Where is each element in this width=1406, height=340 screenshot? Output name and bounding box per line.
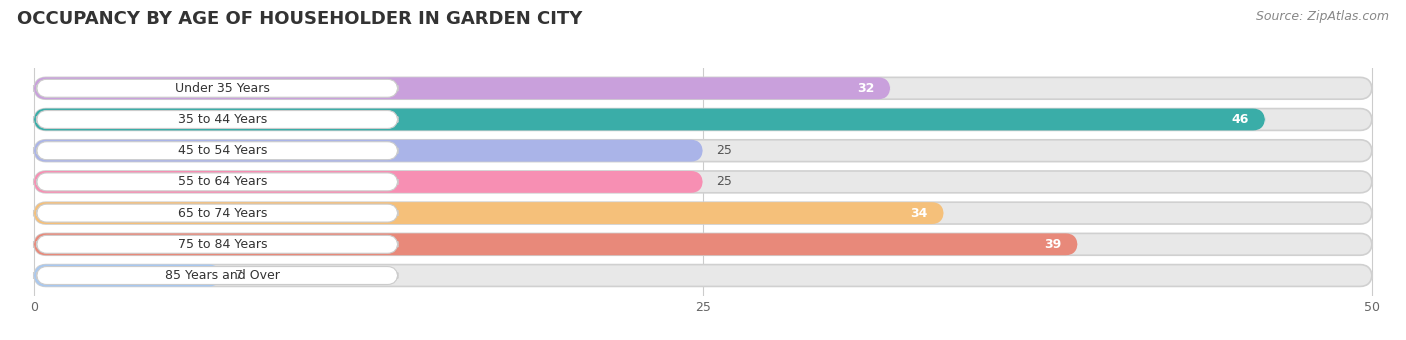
Text: 46: 46 xyxy=(1232,113,1249,126)
FancyBboxPatch shape xyxy=(34,140,1372,161)
FancyBboxPatch shape xyxy=(34,108,1265,131)
FancyBboxPatch shape xyxy=(34,140,703,161)
Text: 7: 7 xyxy=(235,269,243,282)
FancyBboxPatch shape xyxy=(37,235,398,253)
FancyBboxPatch shape xyxy=(34,202,1372,224)
FancyBboxPatch shape xyxy=(34,233,1372,255)
FancyBboxPatch shape xyxy=(34,265,221,286)
FancyBboxPatch shape xyxy=(34,265,1372,286)
Text: Source: ZipAtlas.com: Source: ZipAtlas.com xyxy=(1256,10,1389,23)
FancyBboxPatch shape xyxy=(37,204,398,222)
FancyBboxPatch shape xyxy=(34,202,943,224)
Text: 39: 39 xyxy=(1045,238,1062,251)
FancyBboxPatch shape xyxy=(37,110,398,129)
Text: Under 35 Years: Under 35 Years xyxy=(176,82,270,95)
Text: 55 to 64 Years: 55 to 64 Years xyxy=(177,175,267,188)
FancyBboxPatch shape xyxy=(34,78,1372,99)
Text: 32: 32 xyxy=(856,82,875,95)
Text: OCCUPANCY BY AGE OF HOUSEHOLDER IN GARDEN CITY: OCCUPANCY BY AGE OF HOUSEHOLDER IN GARDE… xyxy=(17,10,582,28)
Text: 34: 34 xyxy=(911,207,928,220)
Text: 35 to 44 Years: 35 to 44 Years xyxy=(179,113,267,126)
FancyBboxPatch shape xyxy=(34,171,1372,193)
Text: 25: 25 xyxy=(717,144,733,157)
FancyBboxPatch shape xyxy=(37,173,398,191)
Text: 45 to 54 Years: 45 to 54 Years xyxy=(177,144,267,157)
FancyBboxPatch shape xyxy=(34,78,890,99)
FancyBboxPatch shape xyxy=(37,142,398,160)
FancyBboxPatch shape xyxy=(37,267,398,285)
Text: 25: 25 xyxy=(717,175,733,188)
Text: 65 to 74 Years: 65 to 74 Years xyxy=(177,207,267,220)
FancyBboxPatch shape xyxy=(34,108,1372,131)
FancyBboxPatch shape xyxy=(34,233,1078,255)
FancyBboxPatch shape xyxy=(37,79,398,97)
Text: 75 to 84 Years: 75 to 84 Years xyxy=(177,238,267,251)
Text: 85 Years and Over: 85 Years and Over xyxy=(165,269,280,282)
FancyBboxPatch shape xyxy=(34,171,703,193)
